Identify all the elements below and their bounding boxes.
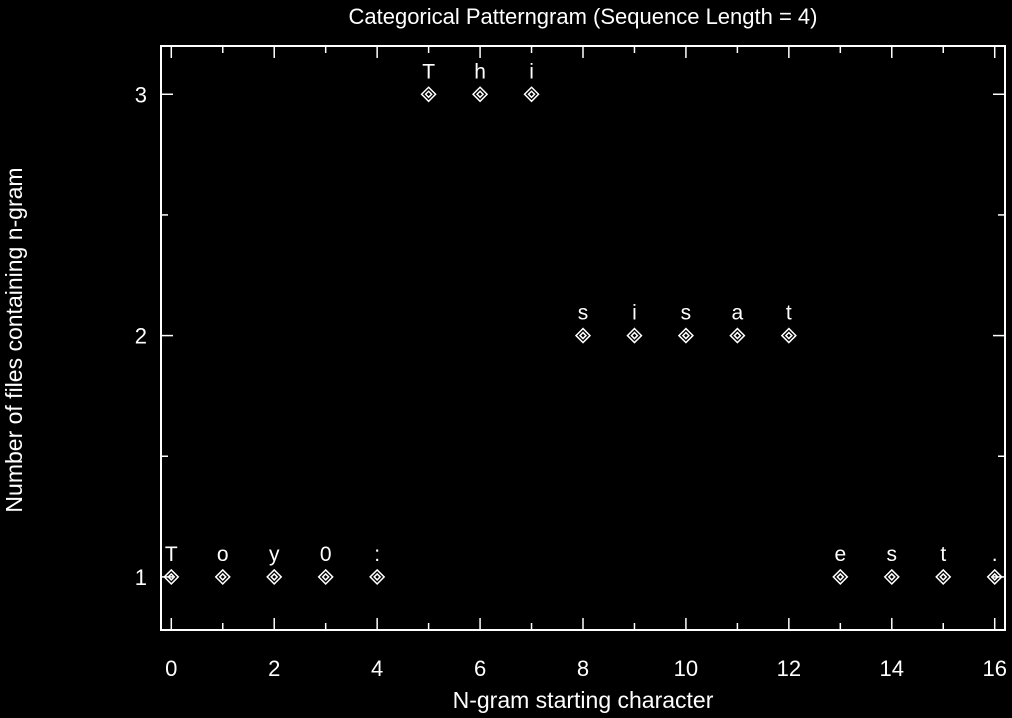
data-point — [420, 86, 437, 103]
axis-ticks — [161, 46, 1005, 630]
data-point — [935, 568, 952, 585]
data-point — [163, 568, 180, 585]
y-tick-label: 2 — [135, 324, 147, 349]
chart-title: Categorical Patterngram (Sequence Length… — [348, 4, 817, 29]
data-point — [677, 327, 694, 344]
diamond-marker-center — [270, 572, 279, 581]
diamond-marker — [317, 568, 334, 585]
diamond-marker — [369, 568, 386, 585]
diamond-marker-center — [424, 90, 433, 99]
y-tick-label: 3 — [135, 82, 147, 107]
diamond-marker — [523, 86, 540, 103]
diamond-marker-center — [733, 331, 742, 340]
x-tick-label: 14 — [880, 656, 904, 681]
data-point-label: . — [992, 543, 998, 566]
data-point — [832, 568, 849, 585]
y-tick-label: 1 — [135, 565, 147, 590]
x-axis-label: N-gram starting character — [453, 687, 714, 713]
data-point — [214, 568, 231, 585]
diamond-marker-center — [373, 572, 382, 581]
diamond-marker — [729, 327, 746, 344]
x-tick-label: 0 — [165, 656, 177, 681]
data-point — [472, 86, 489, 103]
y-axis-label: Number of files containing n-gram — [1, 167, 27, 512]
diamond-marker-center — [939, 572, 948, 581]
diamond-marker — [163, 568, 180, 585]
data-point — [729, 327, 746, 344]
diamond-marker — [677, 327, 694, 344]
data-point — [266, 568, 283, 585]
diamond-marker-center — [527, 90, 536, 99]
x-tick-label: 12 — [777, 656, 801, 681]
diamond-marker — [780, 327, 797, 344]
data-point-label: s — [578, 302, 589, 325]
diamond-marker-center — [887, 572, 896, 581]
data-point-label: t — [940, 543, 946, 566]
data-point — [523, 86, 540, 103]
diamond-marker — [214, 568, 231, 585]
diamond-marker — [626, 327, 643, 344]
diamond-marker-center — [784, 331, 793, 340]
data-points — [163, 86, 1003, 585]
data-point-label: 0 — [320, 543, 332, 566]
data-point-label: i — [632, 302, 637, 325]
x-tick-label: 2 — [268, 656, 280, 681]
data-point — [626, 327, 643, 344]
data-point — [780, 327, 797, 344]
data-point — [369, 568, 386, 585]
data-point-label: T — [165, 543, 178, 566]
diamond-marker-center — [321, 572, 330, 581]
diamond-marker-center — [836, 572, 845, 581]
diamond-marker — [986, 568, 1003, 585]
x-tick-label: 10 — [674, 656, 698, 681]
data-point-label: y — [269, 543, 280, 566]
diamond-marker — [883, 568, 900, 585]
diamond-marker-center — [630, 331, 639, 340]
x-tick-label: 4 — [371, 656, 383, 681]
data-point-label: : — [374, 543, 380, 566]
data-point — [986, 568, 1003, 585]
diamond-marker — [832, 568, 849, 585]
data-point — [574, 327, 592, 344]
x-tick-label: 6 — [474, 656, 486, 681]
diamond-marker-center — [681, 331, 690, 340]
diamond-marker — [420, 86, 437, 103]
diamond-marker — [935, 568, 952, 585]
diamond-marker-center — [578, 331, 588, 340]
diamond-marker-center — [990, 572, 999, 581]
data-point-label: t — [786, 302, 792, 325]
data-point-label: s — [887, 543, 898, 566]
data-point-label: e — [834, 543, 846, 566]
diamond-marker — [266, 568, 283, 585]
data-point-label: i — [529, 60, 534, 83]
data-point-label: o — [217, 543, 229, 566]
diamond-marker — [472, 86, 489, 103]
data-point — [883, 568, 900, 585]
diamond-marker-center — [218, 572, 227, 581]
x-tick-label: 16 — [982, 656, 1006, 681]
data-point-label: h — [474, 60, 486, 83]
data-point — [317, 568, 334, 585]
diamond-marker — [574, 327, 592, 344]
data-point-label: a — [732, 302, 744, 325]
data-point-label: T — [422, 60, 435, 83]
data-point-label: s — [681, 302, 692, 325]
diamond-marker-center — [167, 572, 176, 581]
x-tick-label: 8 — [577, 656, 589, 681]
diamond-marker-center — [476, 90, 485, 99]
